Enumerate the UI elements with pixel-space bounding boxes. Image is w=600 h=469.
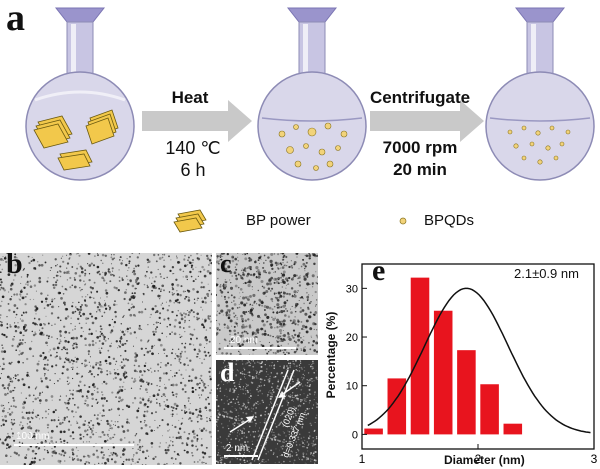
panel-b-tem-image: b 100 nm xyxy=(0,253,212,465)
arrow-1 xyxy=(142,100,252,142)
legend-bp-icon xyxy=(173,209,207,233)
step1-time: 6 h xyxy=(180,160,206,180)
legend-bp-label: BP power xyxy=(246,212,311,229)
flask-3 xyxy=(485,7,595,181)
y-tick-label: 20 xyxy=(346,332,358,344)
panel-c-scale-label: 20 nm xyxy=(230,335,258,346)
panel-a-letter: a xyxy=(6,0,25,39)
step1-temp: 140 ℃ xyxy=(165,138,221,158)
x-tick-label: 2 xyxy=(475,452,482,466)
panel-b-scalebar xyxy=(14,444,134,446)
panel-d-scalebar xyxy=(224,455,258,457)
arrow-2 xyxy=(370,100,484,142)
step2-title: Centrifugate xyxy=(369,88,471,107)
panel-e-ylabel: Percentage (%) xyxy=(324,311,338,399)
flask-2 xyxy=(257,7,367,181)
legend-qd-label: BPQDs xyxy=(424,212,475,229)
panel-b-letter: b xyxy=(6,253,23,280)
step2-time: 20 min xyxy=(393,160,447,179)
panel-c-tem-image: c 20 nm xyxy=(216,253,318,355)
panel-a-scheme xyxy=(25,7,595,233)
legend-qd-icon xyxy=(399,217,407,225)
panel-c-scalebar xyxy=(224,347,296,349)
histogram-bar xyxy=(480,384,499,435)
panel-d-letter: d xyxy=(220,360,235,387)
hrtem-d-lattice xyxy=(216,360,318,464)
histogram-bar xyxy=(387,378,407,435)
histogram-bar xyxy=(457,350,476,435)
panel-d-hrtem-image: d (020) d=0.337 nm 2 nm xyxy=(216,360,318,464)
y-tick-label: 10 xyxy=(346,381,358,393)
flask-1 xyxy=(25,7,135,181)
histogram-bar xyxy=(433,310,453,435)
panel-e-letter: e xyxy=(372,254,386,287)
step2-speed: 7000 rpm xyxy=(382,138,458,157)
tem-c-particles xyxy=(216,253,318,355)
panel-c-letter: c xyxy=(220,253,232,278)
panel-e-xlabel: Diameter (nm) xyxy=(444,453,525,467)
gaussian-fit-curve xyxy=(367,287,591,434)
y-tick-label: 30 xyxy=(346,283,358,295)
panel-e-annotation: 2.1±0.9 nm xyxy=(514,266,579,281)
panel-d-scale-label: 2 nm xyxy=(226,443,249,454)
histogram-bar xyxy=(364,428,383,435)
histogram-bar xyxy=(503,423,523,435)
step1-title: Heat xyxy=(171,88,209,107)
tem-b-particles xyxy=(0,253,212,465)
x-tick-label: 3 xyxy=(591,452,598,466)
panel-b-scale-label: 100 nm xyxy=(16,431,50,442)
x-tick-label: 1 xyxy=(359,452,366,466)
y-tick-label: 0 xyxy=(352,429,358,441)
